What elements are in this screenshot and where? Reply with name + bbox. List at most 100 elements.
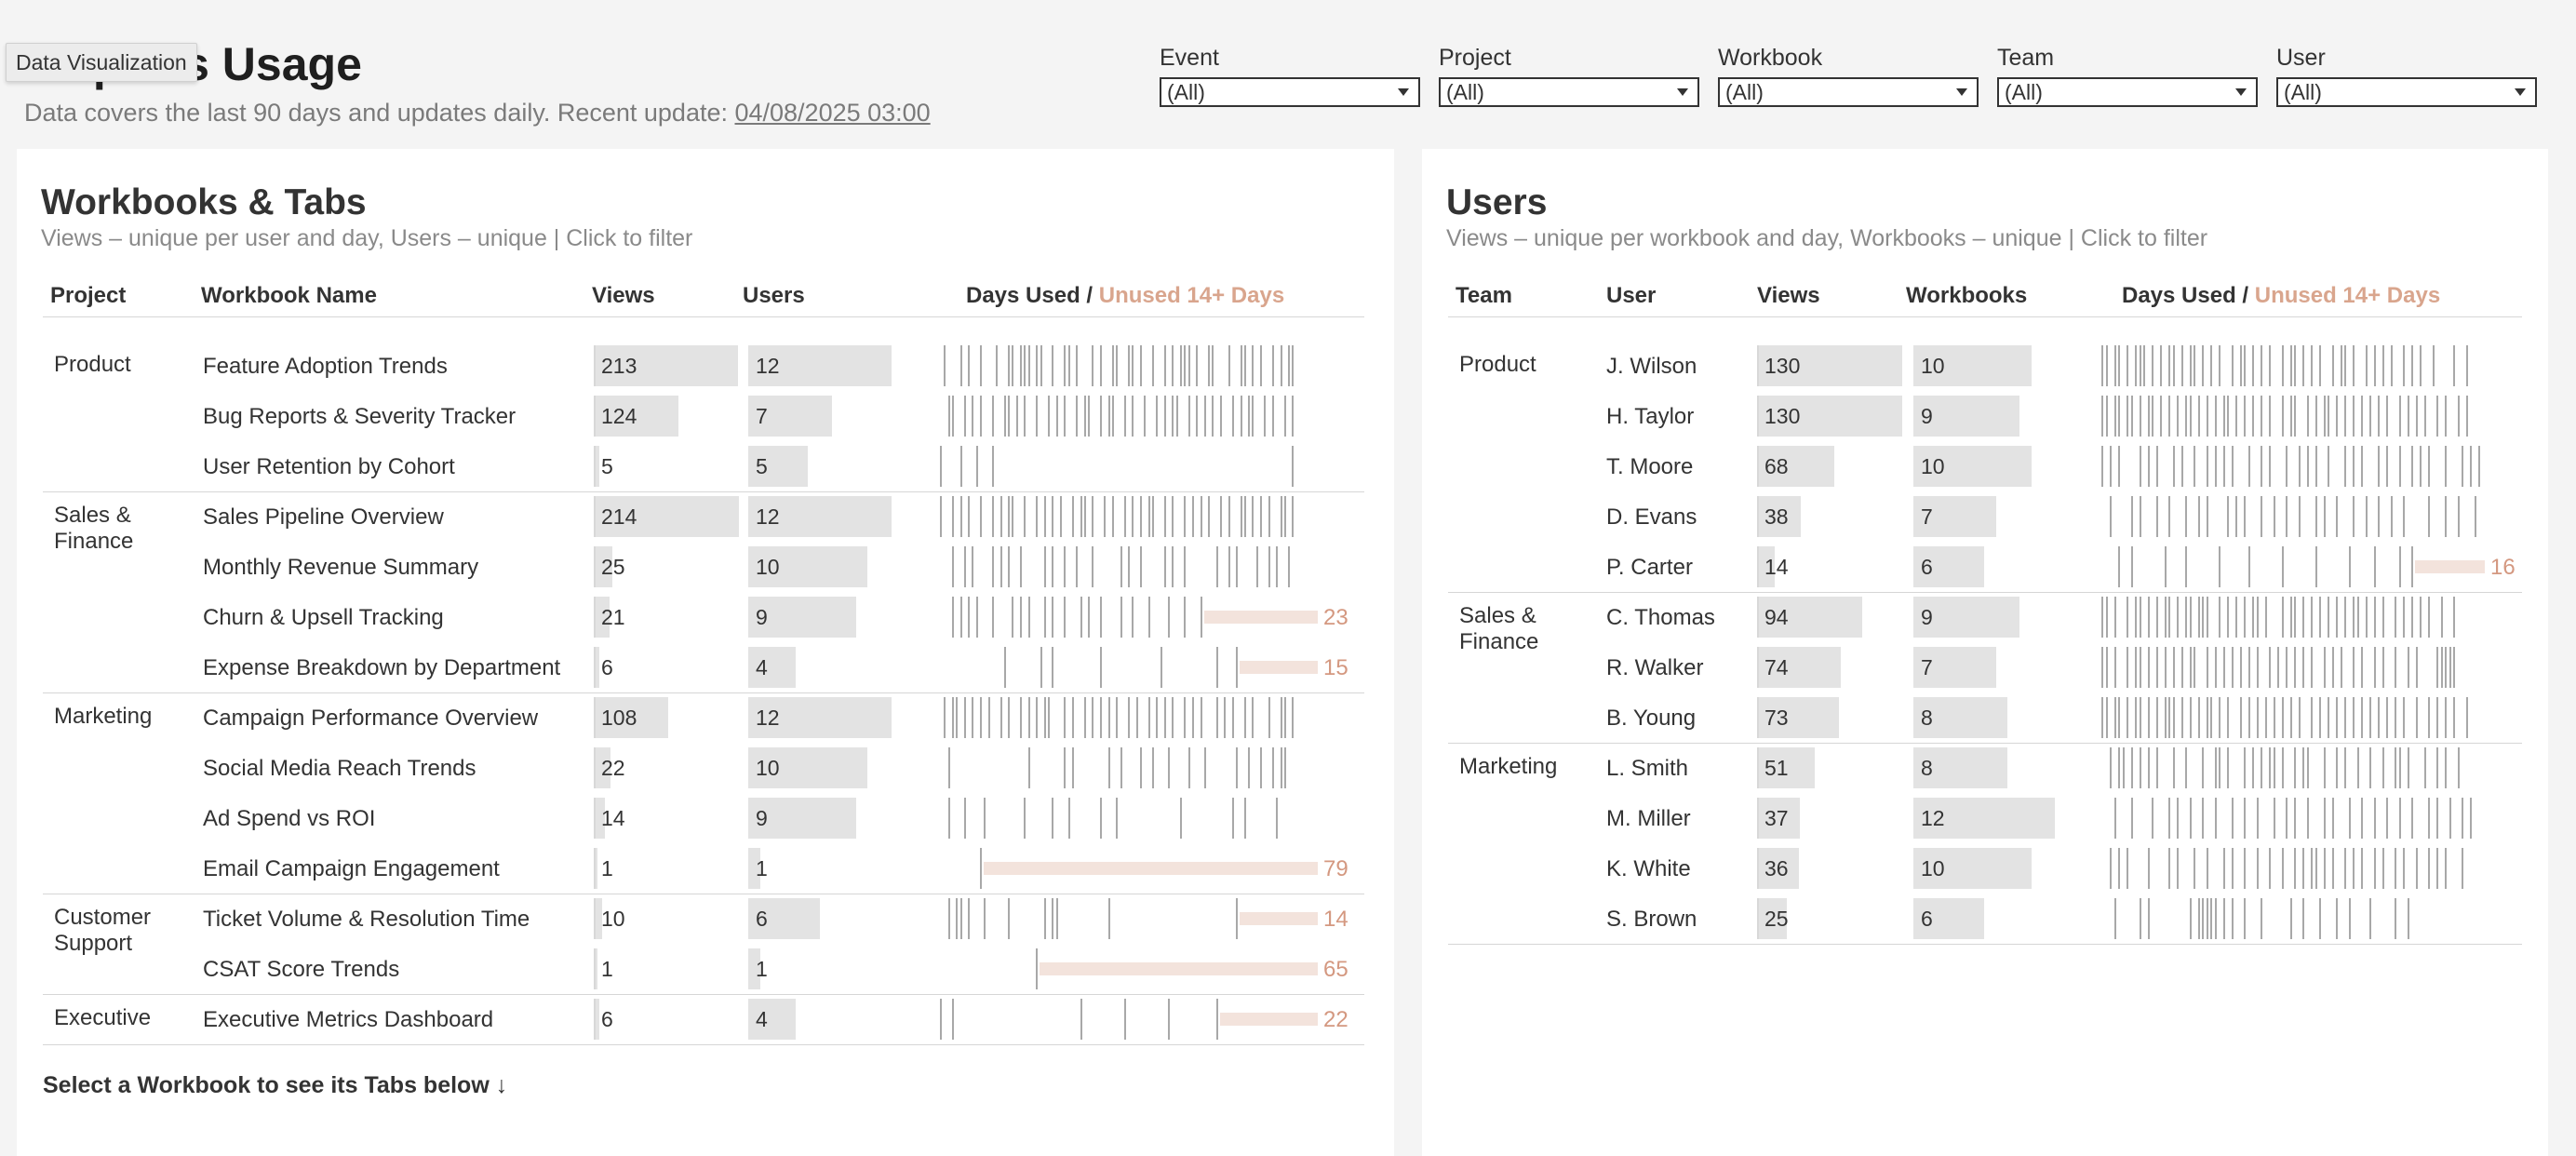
workbooks-value-bar[interactable] — [1913, 597, 2019, 638]
filter-team-select[interactable]: (All) — [1997, 77, 2258, 107]
workbook-name[interactable]: Bug Reports & Severity Tracker — [203, 404, 517, 429]
user-name[interactable]: M. Miller — [1606, 806, 1691, 831]
users-value-bar[interactable] — [748, 697, 892, 738]
views-value-bar[interactable] — [596, 848, 597, 889]
user-name[interactable]: P. Carter — [1606, 555, 1693, 580]
workbook-name[interactable]: Sales Pipeline Overview — [203, 504, 444, 530]
workbook-name[interactable]: Campaign Performance Overview — [203, 706, 539, 731]
workbooks-value-bar[interactable] — [1913, 898, 1984, 939]
views-value-bar[interactable] — [1759, 898, 1787, 939]
views-value-bar[interactable] — [596, 345, 739, 386]
project-label[interactable]: Executive — [54, 1005, 152, 1030]
filter-project-select[interactable]: (All) — [1439, 77, 1699, 107]
day-mark — [1172, 496, 1174, 537]
views-value-bar[interactable] — [1759, 546, 1775, 587]
views-value-bar[interactable] — [596, 948, 597, 989]
users-value-bar[interactable] — [748, 948, 760, 989]
workbooks-value-bar[interactable] — [1913, 697, 2008, 738]
user-name[interactable]: H. Taylor — [1606, 404, 1695, 429]
views-value-bar[interactable] — [596, 697, 668, 738]
views-value-bar[interactable] — [1759, 647, 1841, 688]
user-name[interactable]: J. Wilson — [1606, 354, 1697, 379]
filter-event-select[interactable]: (All) — [1160, 77, 1420, 107]
views-value-bar[interactable] — [1759, 747, 1816, 788]
project-label[interactable]: Sales & Finance — [54, 503, 134, 554]
user-name[interactable]: D. Evans — [1606, 504, 1697, 530]
user-name[interactable]: K. White — [1606, 856, 1691, 881]
workbooks-value-bar[interactable] — [1913, 546, 1984, 587]
team-label[interactable]: Sales & Finance — [1459, 603, 1539, 654]
user-name[interactable]: S. Brown — [1606, 907, 1697, 932]
users-value-bar[interactable] — [748, 496, 892, 537]
workbook-name[interactable]: CSAT Score Trends — [203, 957, 400, 982]
workbook-name[interactable]: Social Media Reach Trends — [203, 756, 476, 781]
views-value-bar[interactable] — [596, 496, 739, 537]
team-label[interactable]: Marketing — [1459, 754, 1558, 779]
workbook-name[interactable]: Monthly Revenue Summary — [203, 555, 479, 580]
workbooks-value-bar[interactable] — [1913, 647, 1996, 688]
views-value-bar[interactable] — [1759, 446, 1834, 487]
workbook-name[interactable]: Executive Metrics Dashboard — [203, 1007, 494, 1032]
users-value-bar[interactable] — [748, 446, 809, 487]
views-value-bar[interactable] — [596, 999, 600, 1040]
user-name[interactable]: B. Young — [1606, 706, 1697, 731]
workbook-name[interactable]: Feature Adoption Trends — [203, 354, 448, 379]
user-name[interactable]: L. Smith — [1606, 756, 1689, 781]
users-value-bar[interactable] — [748, 898, 820, 939]
users-value-bar[interactable] — [748, 999, 797, 1040]
project-label[interactable]: Customer Support — [54, 905, 152, 956]
team-label[interactable]: Product — [1459, 352, 1536, 377]
filter-workbook-select[interactable]: (All) — [1718, 77, 1979, 107]
project-label[interactable]: Product — [54, 352, 131, 377]
views-value-bar[interactable] — [596, 647, 600, 688]
user-name[interactable]: C. Thomas — [1606, 605, 1715, 630]
day-mark — [1123, 396, 1126, 437]
workbooks-value-bar[interactable] — [1913, 747, 2008, 788]
views-value-bar[interactable] — [1759, 496, 1801, 537]
filter-user-select[interactable]: (All) — [2276, 77, 2537, 107]
views-value-bar[interactable] — [1759, 697, 1840, 738]
users-value-bar[interactable] — [748, 396, 832, 437]
users-value-bar[interactable] — [748, 798, 856, 839]
views-value-bar[interactable] — [596, 898, 603, 939]
workbooks-value-bar[interactable] — [1913, 848, 2032, 889]
workbooks-value-bar[interactable] — [1913, 396, 2019, 437]
views-value-bar[interactable] — [1759, 848, 1799, 889]
user-name[interactable]: R. Walker — [1606, 655, 1704, 680]
users-value-bar[interactable] — [748, 546, 868, 587]
views-value-bar[interactable] — [596, 546, 612, 587]
day-mark — [2449, 647, 2451, 688]
views-value-bar[interactable] — [1759, 345, 1902, 386]
workbook-name[interactable]: Ad Spend vs ROI — [203, 806, 376, 831]
users-value-bar[interactable] — [748, 848, 760, 889]
workbooks-value-bar[interactable] — [1913, 446, 2032, 487]
day-mark — [2172, 446, 2175, 487]
workbook-name[interactable]: Ticket Volume & Resolution Time — [203, 907, 530, 932]
users-value-bar[interactable] — [748, 597, 856, 638]
workbooks-value-bar[interactable] — [1913, 496, 1996, 537]
workbook-name[interactable]: Email Campaign Engagement — [203, 856, 500, 881]
views-value-bar[interactable] — [596, 396, 679, 437]
day-mark — [2139, 597, 2141, 638]
views-value-bar[interactable] — [1759, 396, 1902, 437]
workbook-name[interactable]: Expense Breakdown by Department — [203, 655, 561, 680]
users-value: 12 — [756, 706, 780, 730]
workbook-name[interactable]: Churn & Upsell Tracking — [203, 605, 444, 630]
users-value-bar[interactable] — [748, 345, 892, 386]
views-value-bar[interactable] — [596, 446, 599, 487]
views-value-bar[interactable] — [1759, 597, 1863, 638]
views-value-bar[interactable] — [1759, 798, 1800, 839]
views-value-bar[interactable] — [596, 798, 606, 839]
user-name[interactable]: T. Moore — [1606, 454, 1694, 479]
update-date[interactable]: 04/08/2025 03:00 — [734, 99, 931, 127]
project-label[interactable]: Marketing — [54, 704, 153, 729]
workbook-name[interactable]: User Retention by Cohort — [203, 454, 455, 479]
views-value-bar[interactable] — [596, 597, 610, 638]
day-mark — [2423, 747, 2426, 788]
day-mark — [2139, 898, 2141, 939]
views-value-bar[interactable] — [596, 747, 610, 788]
workbooks-value-bar[interactable] — [1913, 345, 2032, 386]
workbooks-value-bar[interactable] — [1913, 798, 2055, 839]
users-value-bar[interactable] — [748, 747, 868, 788]
users-value-bar[interactable] — [748, 647, 797, 688]
